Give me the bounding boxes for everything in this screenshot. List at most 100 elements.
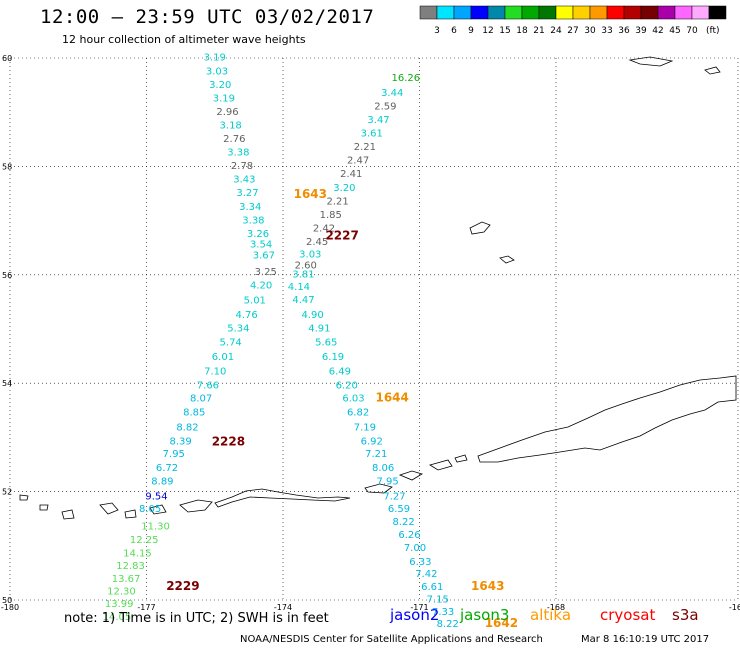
colorbar-tick-label: 6: [451, 26, 457, 36]
colorbar-tick-label: 12: [482, 26, 493, 36]
wave-height-label: 3.34: [239, 202, 261, 213]
colorbar-swatch: [708, 5, 727, 20]
legend-item-s3a: s3a: [672, 606, 699, 624]
wave-height-label: 3.19: [213, 93, 235, 104]
wave-height-label: 8.22: [392, 517, 414, 528]
colorbar-tick-label: 70: [686, 26, 698, 36]
wave-height-label: 2.21: [326, 196, 348, 207]
wave-height-label: 6.03: [342, 394, 364, 405]
lon-label: -177: [137, 603, 155, 612]
wave-height-label: 3.38: [242, 215, 264, 226]
wave-height-label: 2.21: [354, 142, 376, 153]
footer-timestamp: Mar 8 16:10:19 UTC 2017: [581, 634, 710, 645]
axis-labels: 60 58 56 54 52 50-180 -177 -174 -171 -168 -164: [1, 54, 740, 612]
lon-label: -180: [1, 603, 19, 612]
wave-height-label: 4.20: [250, 280, 272, 291]
wave-height-label: 8.82: [176, 422, 198, 433]
colorbar-tick-label: 42: [652, 26, 663, 36]
wave-height-label: 6.72: [156, 463, 178, 474]
wave-height-label: 3.20: [209, 80, 231, 91]
wave-height-label: 6.92: [361, 436, 383, 447]
wave-height-label: 3.54: [250, 240, 272, 251]
colorbar-tick-label: 15: [499, 26, 510, 36]
wave-height-label: 2.76: [223, 134, 245, 145]
lat-lon-grid: [9, 57, 739, 601]
wave-height-label: 3.03: [206, 66, 228, 77]
colorbar-tick-label: 39: [635, 26, 647, 36]
wave-height-label: 3.81: [292, 270, 314, 281]
pass-time-label: 2229: [166, 579, 199, 593]
colorbar-tick-label: 27: [567, 26, 578, 36]
wave-height-label: 7.42: [415, 569, 437, 580]
wave-height-label: 2.47: [347, 156, 369, 167]
wave-height-label: 7.66: [197, 381, 219, 392]
wave-height-label: 8.07: [190, 394, 212, 405]
wave-height-label: 1.85: [320, 210, 342, 221]
wave-height-label: 6.61: [421, 582, 443, 593]
wave-height-label: 8.39: [169, 436, 191, 447]
wave-height-label: 3.20: [333, 183, 355, 194]
wave-height-label: 7.21: [365, 449, 387, 460]
wave-height-label: 3.38: [227, 148, 249, 159]
wave-height-label: 8.05: [139, 504, 161, 515]
colorbar-tick-label: 45: [669, 26, 680, 36]
wave-height-label: 3.44: [381, 88, 403, 99]
wave-height-label: 8.22: [437, 619, 459, 630]
wave-height-label: 7.10: [204, 367, 226, 378]
wave-height-label: 11.30: [141, 522, 170, 533]
pass-time-label: 1643: [471, 579, 504, 593]
wave-height-label: 13.99: [105, 599, 134, 610]
page-title: 12:00 – 23:59 UTC 03/02/2017: [40, 6, 375, 28]
wave-height-label: 6.20: [336, 381, 358, 392]
colorbar-tick-label: 24: [550, 26, 562, 36]
colorbar-tick-label: 33: [601, 26, 612, 36]
wave-height-label: 5.74: [220, 337, 242, 348]
wave-height-label: 2.96: [216, 107, 238, 118]
wave-height-label: 4.47: [292, 295, 314, 306]
wave-height-label: 7.33: [432, 607, 454, 618]
wave-height-label: 2.60: [295, 260, 317, 271]
lat-label: 54: [2, 379, 12, 388]
wave-height-label: 5.01: [244, 296, 266, 307]
pass-time-label: 1643: [294, 187, 327, 201]
wave-height-label: 14.05: [103, 612, 132, 623]
wave-height-label: 6.26: [398, 530, 420, 541]
colorbar-tick-label: 9: [468, 26, 474, 36]
wave-height-label: 7.15: [427, 595, 449, 606]
wave-height-label: 6.01: [212, 352, 234, 363]
wave-height-label: 9.54: [145, 492, 167, 503]
satellite-tracks: 3.19 3.03 3.20 3.19 2.96 3.18 2.76 3.38 2.78 3.43…: [103, 53, 518, 630]
wave-height-label: 3.26: [247, 229, 269, 240]
wave-height-label: 3.19: [204, 53, 226, 64]
wave-height-label: 4.90: [301, 310, 323, 321]
wave-height-label: 5.34: [227, 324, 249, 335]
legend-item-jason3: jason3: [460, 606, 510, 624]
footer-credit: NOAA/NESDIS Center for Satellite Applica…: [240, 634, 543, 645]
wave-height-label: 2.42: [313, 223, 335, 234]
pass-time-label: 1644: [375, 391, 408, 405]
lat-label: 60: [2, 54, 12, 63]
coastline: [19, 56, 737, 520]
wave-height-label: 7.00: [404, 543, 426, 554]
wave-height-label: 7.19: [354, 422, 376, 433]
wave-height-label: 3.25: [255, 267, 277, 278]
wave-height-label: 4.76: [235, 310, 257, 321]
colorbar-tick-label: 30: [584, 26, 596, 36]
pass-time-label: 2227: [325, 229, 358, 243]
colorbar-unit: (ft): [706, 26, 720, 36]
wave-height-label: 4.14: [288, 282, 310, 293]
wave-height-label: 16.26: [392, 73, 421, 84]
legend-item-jason2: jason2: [390, 606, 440, 624]
wave-height-label: 12.83: [116, 561, 145, 572]
wave-height-label: 5.65: [315, 337, 337, 348]
wave-height-label: 3.47: [367, 115, 389, 126]
colorbar-tick-label: 21: [533, 26, 544, 36]
wave-height-label: 2.45: [306, 237, 328, 248]
wave-height-label: 2.78: [231, 161, 253, 172]
wave-height-label: 3.43: [233, 175, 255, 186]
wave-height-label: 7.95: [163, 449, 185, 460]
lat-label: 58: [2, 162, 12, 171]
wave-height-label: 6.82: [347, 408, 369, 419]
wave-height-label: 14.15: [123, 549, 152, 560]
lat-label: 52: [2, 488, 12, 497]
